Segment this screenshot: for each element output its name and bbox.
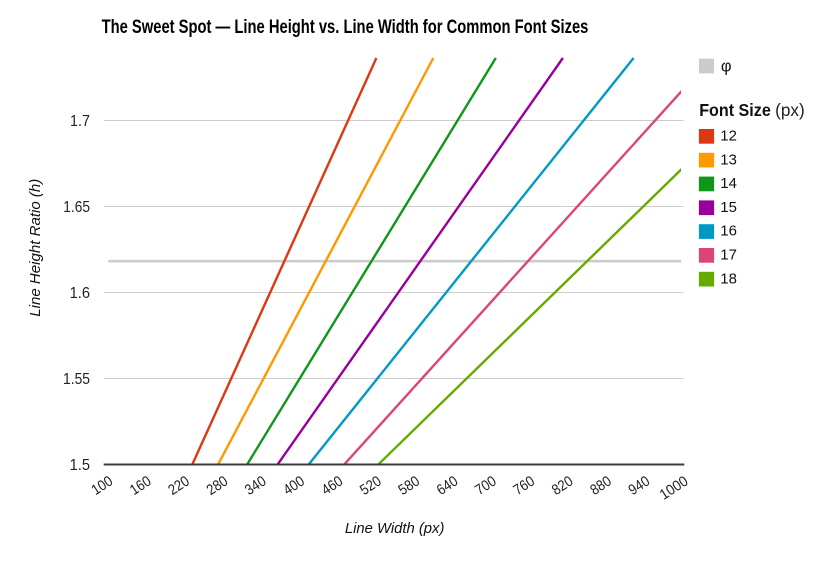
svg-text:16: 16 [720, 224, 737, 240]
svg-text:12: 12 [720, 129, 737, 145]
svg-text:14: 14 [720, 176, 737, 192]
svg-text:(px): (px) [775, 100, 805, 120]
svg-text:1.65: 1.65 [63, 199, 90, 216]
svg-text:Font Size: Font Size [699, 100, 771, 120]
svg-text:The Sweet Spot — Line Height v: The Sweet Spot — Line Height vs. Line Wi… [102, 16, 589, 38]
svg-text:Line Width (px): Line Width (px) [345, 520, 445, 537]
svg-text:φ: φ [721, 58, 732, 76]
svg-text:1.7: 1.7 [70, 113, 90, 130]
svg-text:1.5: 1.5 [70, 457, 90, 474]
svg-text:18: 18 [720, 271, 737, 287]
svg-text:1.55: 1.55 [63, 371, 90, 388]
svg-text:17: 17 [720, 248, 737, 264]
svg-text:Line Height Ratio (h): Line Height Ratio (h) [27, 179, 44, 317]
svg-text:15: 15 [720, 200, 737, 216]
svg-text:1.6: 1.6 [70, 285, 90, 302]
svg-text:13: 13 [720, 152, 737, 168]
